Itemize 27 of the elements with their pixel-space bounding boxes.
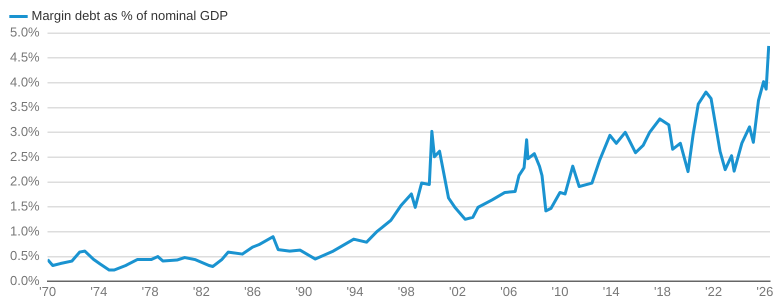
x-tick-label: '98 [398,284,415,299]
y-tick-label: 0.0% [10,272,40,288]
x-tick-label: '78 [142,284,159,299]
y-tick-label: 3.0% [10,124,40,139]
y-tick-label: 1.0% [10,223,40,238]
y-tick-label: 3.5% [10,99,40,114]
legend-label: Margin debt as % of nominal GDP [32,8,228,24]
x-tick-label: '26 [756,284,774,299]
x-tick-label: '18 [654,284,671,299]
y-tick-label: 1.5% [10,198,40,214]
y-tick-label: 0.5% [10,248,40,264]
x-tick-label: '70 [39,284,56,299]
y-tick-label: 4.0% [10,74,40,90]
x-tick-label: '90 [295,284,312,299]
y-tick-label: 2.0% [10,174,40,189]
x-tick-label: '22 [705,284,722,299]
x-tick-label: '86 [244,284,262,299]
y-tick-label: 2.5% [10,148,40,164]
y-tick-label: 4.5% [10,49,40,64]
y-tick-label: 5.0% [10,24,40,40]
x-tick-label: '74 [90,284,108,299]
x-tick-label: '06 [500,284,518,299]
x-tick-label: '82 [192,284,210,299]
x-tick-label: '02 [449,284,466,299]
x-tick-label: '94 [346,284,364,299]
x-tick-label: '10 [551,284,568,299]
x-tick-label: '14 [602,284,620,299]
